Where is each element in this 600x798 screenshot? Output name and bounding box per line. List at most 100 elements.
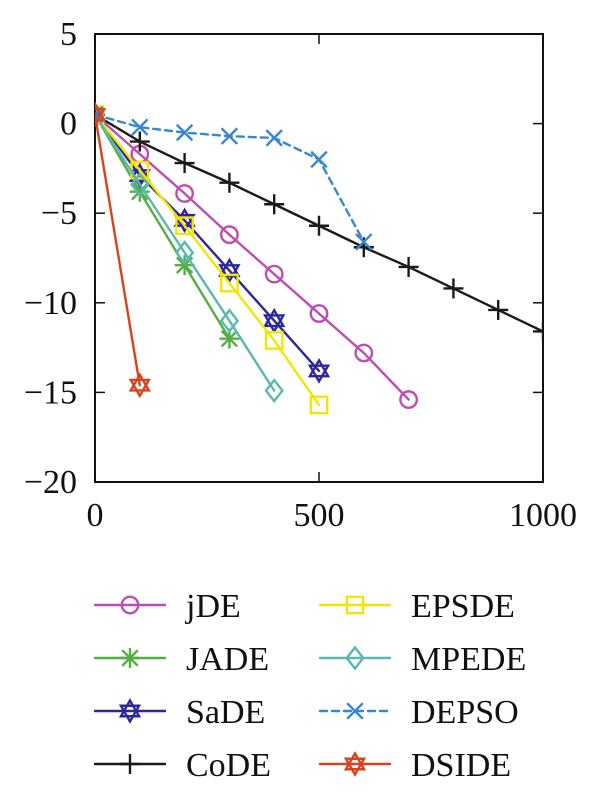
series-point-epsde-2 — [175, 216, 194, 236]
series-point-depso-1-b — [131, 118, 149, 136]
series-point-epsde-4 — [264, 331, 284, 350]
series-point-jde-3 — [219, 225, 239, 245]
series-point-sade-4-up — [263, 307, 286, 328]
legend-item-jade-marker-b — [121, 649, 139, 667]
legend-item-sade-label: SaDE — [186, 694, 265, 731]
series-point-jde-7 — [399, 390, 418, 409]
series-point-code-4 — [264, 194, 285, 215]
legend-item-dside-marker — [343, 751, 367, 777]
series-jde — [95, 105, 418, 409]
series-point-sade-1-up — [128, 162, 151, 183]
legend-item-mpede-label: MPEDE — [411, 641, 526, 678]
series-point-code-9 — [488, 299, 509, 320]
legend-item-sade-marker-up — [118, 698, 142, 718]
y-tick-label-20: −20 — [24, 464, 77, 501]
legend-item-sade-marker-down — [118, 704, 142, 724]
legend-item-dside-marker-down — [343, 757, 367, 777]
x-tick-label-500: 500 — [294, 497, 345, 534]
y-tick-label-0: 0 — [60, 106, 77, 143]
legend-item-sade-marker — [118, 698, 142, 724]
series-point-epsde-5 — [309, 395, 329, 415]
series-point-dside-0-up — [95, 101, 107, 122]
series-point-dside-0-down — [95, 108, 107, 128]
legend-item-depso-label: DEPSO — [411, 694, 519, 731]
series-point-mpede-2 — [174, 240, 195, 266]
series-point-sade-3-down — [218, 264, 241, 284]
y-tick-label-15: −15 — [24, 374, 77, 411]
legend-item-depso: DEPSO — [318, 694, 519, 731]
series-point-depso-6-b — [355, 233, 373, 251]
x-tick-label-0: 0 — [87, 497, 104, 534]
y-tick-label-10: −10 — [24, 285, 77, 322]
series-point-sade-5 — [307, 357, 331, 384]
x-tick-label-1000: 1000 — [509, 497, 577, 534]
series-point-code-8 — [443, 278, 464, 299]
series-line-mpede — [95, 113, 276, 392]
legend-item-jade-marker — [120, 648, 140, 668]
y-tick-label-5: −5 — [41, 195, 77, 232]
legend-item-jde: jDE — [93, 588, 241, 625]
series-point-code-5 — [309, 215, 329, 236]
series-point-depso-5-b — [310, 150, 328, 169]
series-line-jade — [95, 113, 231, 340]
series-point-code-1 — [129, 131, 150, 152]
legend-item-jde-label: jDE — [185, 588, 241, 625]
series-point-sade-5-up — [307, 357, 331, 378]
legend-item-code-label: CoDE — [186, 747, 271, 784]
series-point-sade-5-down — [307, 364, 331, 384]
legend-item-depso-marker-b — [346, 702, 364, 720]
series-point-depso-3-b — [220, 127, 239, 145]
series-point-depso-2 — [175, 123, 194, 142]
series-point-code-2 — [174, 153, 195, 174]
series-line-jde — [95, 113, 410, 401]
series-point-code-10 — [533, 321, 543, 342]
series-point-depso-5 — [310, 150, 328, 169]
legend-item-code: CoDE — [93, 747, 271, 784]
legend: jDE JADE SaDE CoDE EPSDE MPEDE DEPSO DSIDE — [93, 588, 526, 784]
series-point-jade-3 — [219, 328, 240, 349]
series-point-mpede-4 — [264, 378, 284, 404]
series-point-jde-6 — [354, 343, 374, 363]
series-point-code-7 — [398, 256, 419, 277]
series-point-dside-1-down — [128, 378, 151, 399]
legend-item-mpede-marker — [345, 645, 365, 671]
series-point-epsde-3 — [219, 273, 239, 293]
plot-frame — [94, 33, 544, 483]
legend-item-sade: SaDE — [93, 694, 265, 731]
series-point-jade-3-b — [220, 329, 239, 348]
series-point-depso-2-b — [175, 123, 194, 142]
series-point-code-3 — [219, 172, 240, 193]
series-point-depso-6 — [355, 233, 373, 251]
series-point-mpede-1 — [130, 172, 150, 197]
series-point-depso-4 — [265, 129, 283, 147]
series-line-dside — [95, 113, 142, 387]
series-point-jde-4 — [264, 264, 284, 284]
legend-item-epsde: EPSDE — [318, 588, 515, 625]
series-point-dside-0 — [95, 101, 107, 128]
legend-item-epsde-marker — [345, 595, 365, 615]
legend-item-code-marker — [120, 754, 140, 774]
series-point-sade-4-down — [263, 314, 286, 334]
series-point-jde-5 — [309, 304, 329, 323]
legend-item-jde-marker — [120, 595, 140, 615]
legend-item-dside-marker-up — [343, 751, 367, 771]
legend-item-jade-label: JADE — [186, 641, 269, 678]
series-point-sade-4 — [263, 307, 286, 334]
series-point-mpede-3 — [219, 308, 240, 334]
series-point-depso-1 — [131, 118, 149, 136]
legend-item-jade: JADE — [93, 641, 269, 678]
series-point-mpede-0 — [95, 102, 105, 128]
series-mpede — [95, 102, 284, 404]
series-dside — [95, 101, 151, 399]
series-point-depso-3 — [220, 127, 239, 145]
series-point-jde-2 — [175, 184, 195, 203]
series-point-dside-1 — [128, 372, 151, 399]
legend-item-mpede: MPEDE — [318, 641, 526, 678]
legend-item-depso-marker — [346, 702, 364, 720]
series-point-depso-4-b — [265, 129, 283, 147]
legend-item-dside-label: DSIDE — [411, 747, 511, 784]
legend-item-dside: DSIDE — [318, 747, 511, 784]
series-point-sade-2-down — [173, 213, 196, 234]
